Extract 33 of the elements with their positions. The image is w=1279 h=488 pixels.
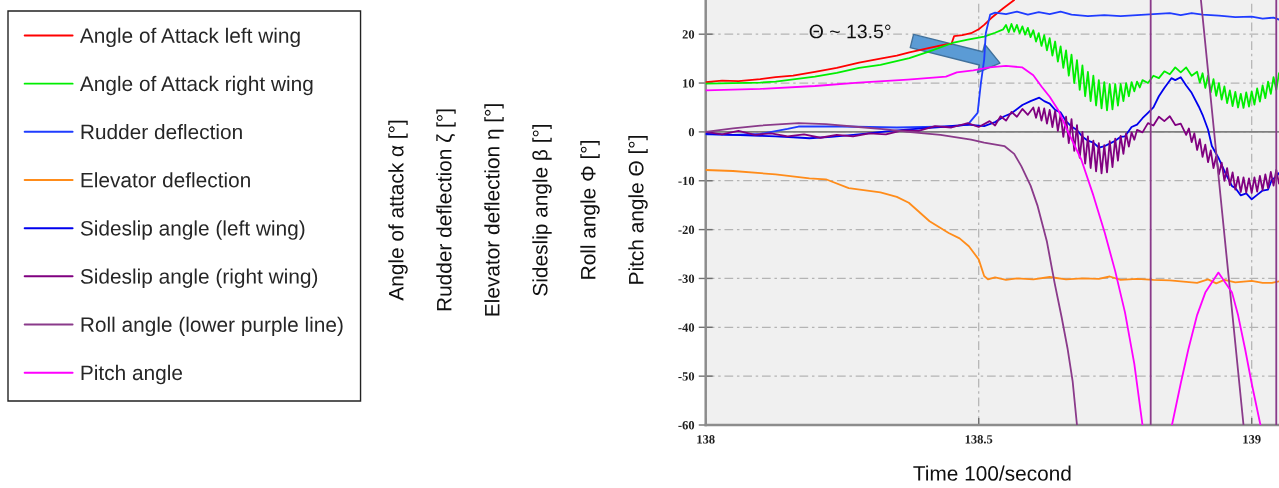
legend-label: Sideslip angle (left wing) — [80, 220, 305, 240]
text: Elevator deflection η [°] — [484, 104, 504, 316]
line-series — [705, 106, 1279, 194]
y-tick-label: 0 — [688, 127, 695, 137]
text: Rudder deflection ζ [°] — [436, 109, 456, 311]
legend-label: Angle of Attack left wing — [79, 27, 300, 48]
legend-label: Rudder deflection — [81, 124, 242, 140]
y-tick-label: -60 — [678, 421, 695, 430]
y-tick-label: -50 — [678, 372, 695, 381]
x-tick-label: 139 — [1243, 435, 1261, 444]
y-tick-label: 20 — [682, 30, 695, 39]
y-tick-label: 10 — [683, 79, 695, 88]
legend-label: Sideslip angle (right wing) — [80, 268, 318, 288]
text: Roll angle Φ [°] — [580, 141, 600, 279]
y-tick-label: -10 — [678, 176, 695, 186]
line-series — [705, 169, 1279, 285]
legend-label: Elevator deflection — [81, 172, 250, 188]
legend-label: Pitch angle — [81, 364, 183, 385]
line-series — [705, 23, 1279, 112]
line-series — [705, 76, 1279, 201]
annotation: Θ ~ 13.5° — [809, 24, 891, 39]
y-tick-label: -20 — [678, 225, 695, 235]
legend-label: Angle of Attack right wing — [79, 75, 313, 96]
x-tick-label: 138 — [697, 435, 715, 444]
legend-label: Roll angle (lower purple line) — [81, 316, 343, 337]
x-tick-label: 138.5 — [965, 435, 993, 444]
text: Pitch angle Θ [°] — [628, 136, 648, 284]
text: Angle of attack α [°] — [388, 120, 408, 301]
x-axis-title: Time 100/second — [913, 465, 1071, 481]
line-series — [705, 0, 1016, 83]
text: Sideslip angle β [°] — [532, 124, 552, 296]
y-tick-label: -40 — [678, 323, 695, 332]
y-tick-label: -30 — [678, 274, 695, 283]
